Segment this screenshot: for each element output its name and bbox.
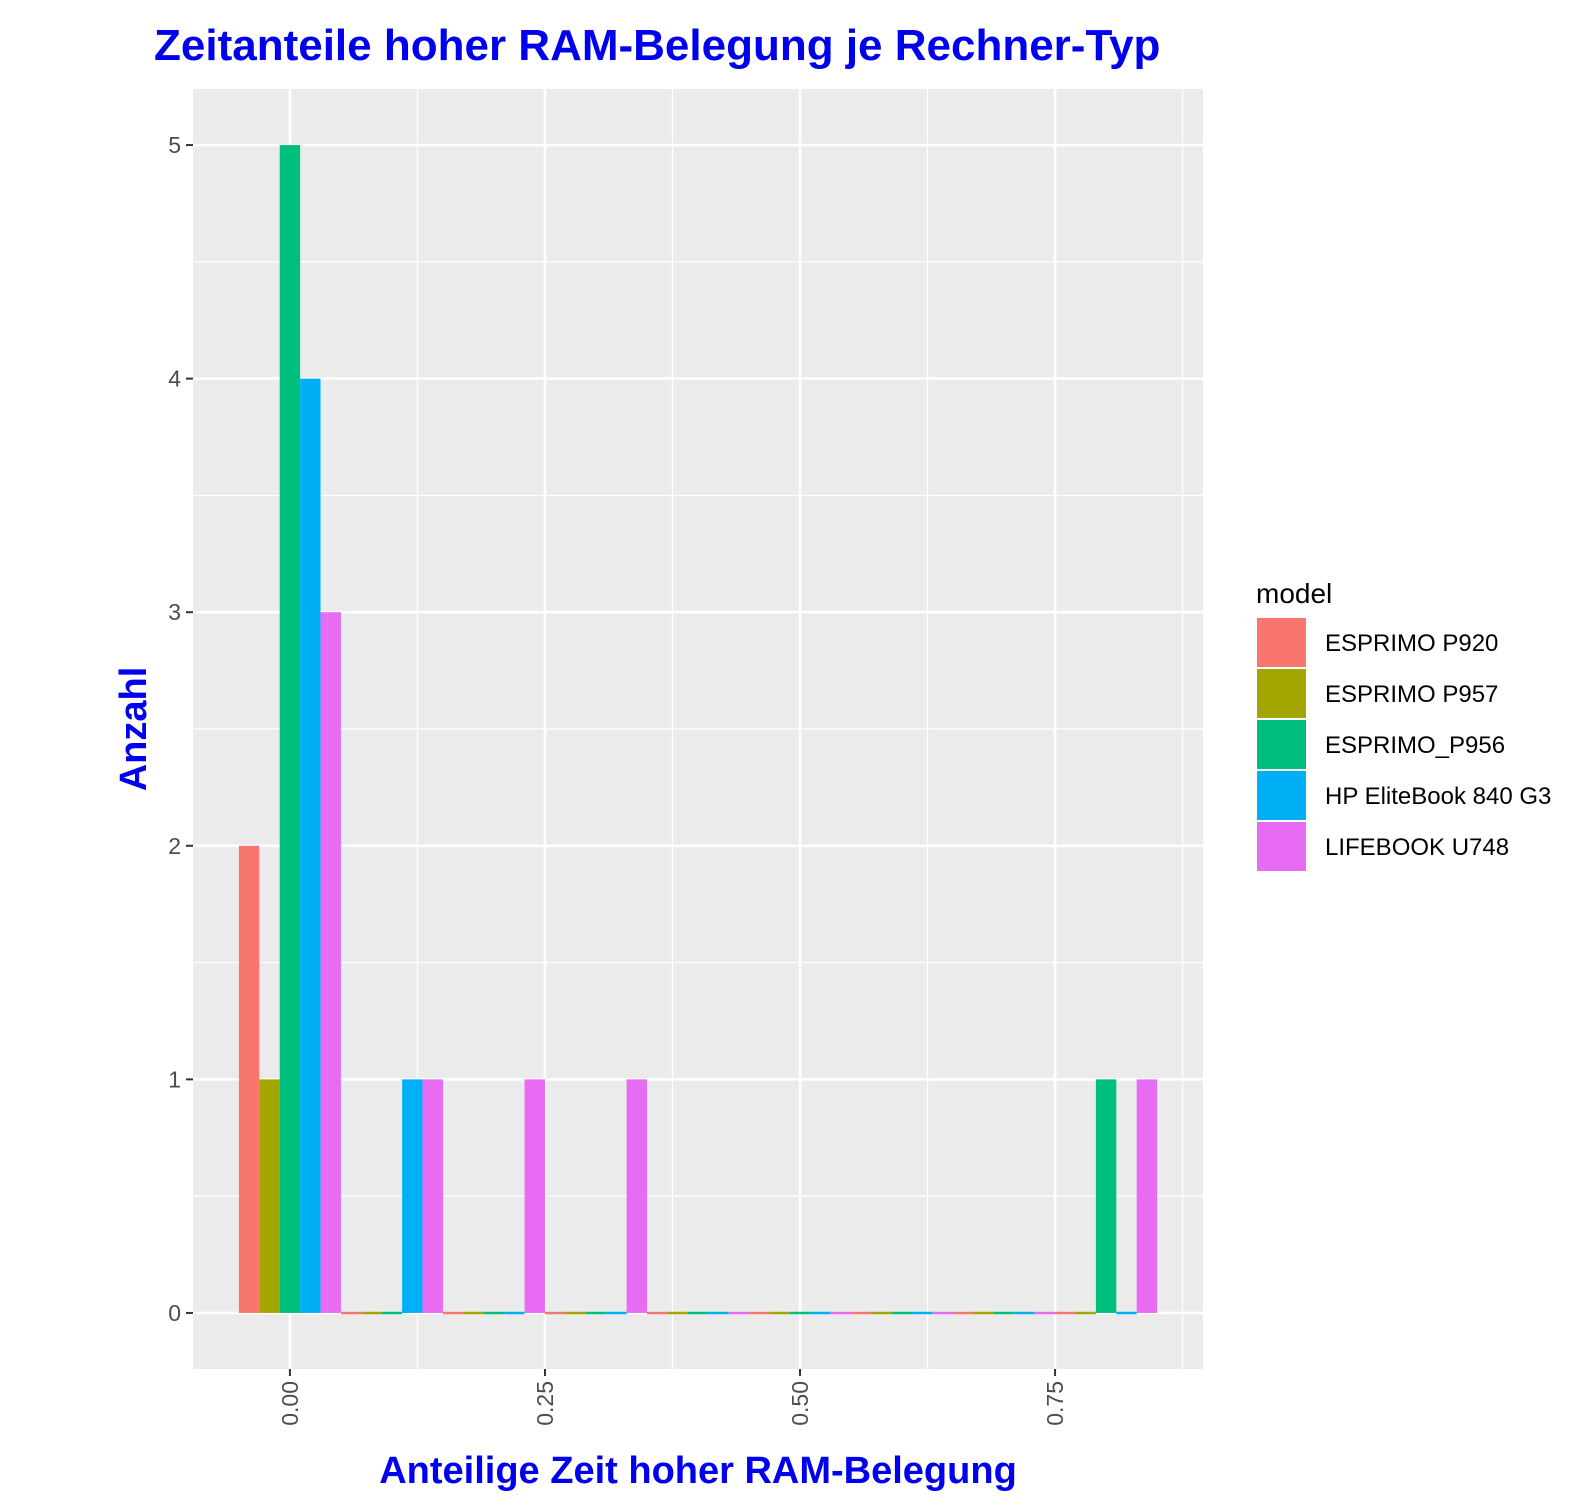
y-tick-label: 1 bbox=[168, 1066, 181, 1092]
bars bbox=[238, 145, 1158, 1315]
legend-label: HP EliteBook 840 G3 bbox=[1325, 783, 1551, 810]
legend-label: ESPRIMO P957 bbox=[1325, 681, 1498, 708]
bar bbox=[300, 378, 321, 1313]
bar bbox=[524, 1079, 545, 1313]
legend-key bbox=[1255, 820, 1308, 873]
x-axis: 0.00 0.25 0.50 0.75 bbox=[277, 1369, 1068, 1426]
x-tick-label: 0.75 bbox=[1042, 1381, 1068, 1426]
bar bbox=[1136, 1079, 1158, 1313]
legend-label: LIFEBOOK U748 bbox=[1325, 834, 1509, 861]
x-axis-title: Anteilige Zeit hoher RAM-Belegung bbox=[379, 1450, 1017, 1492]
legend-key bbox=[1255, 616, 1308, 669]
y-tick-label: 4 bbox=[168, 366, 181, 392]
y-tick-label: 2 bbox=[168, 833, 181, 859]
y-axis-title: Anzahl bbox=[113, 667, 155, 792]
bar bbox=[279, 145, 301, 1313]
legend-label: ESPRIMO P920 bbox=[1325, 630, 1498, 657]
bar bbox=[238, 845, 260, 1313]
legend-key bbox=[1255, 718, 1308, 771]
chart-title: Zeitanteile hoher RAM-Belegung je Rechne… bbox=[154, 21, 1160, 70]
bar bbox=[1095, 1079, 1117, 1313]
bar bbox=[422, 1079, 443, 1313]
bar bbox=[259, 1079, 280, 1313]
x-tick-label: 0.50 bbox=[787, 1381, 813, 1426]
bar bbox=[626, 1079, 647, 1313]
legend-key bbox=[1255, 769, 1308, 822]
legend-title: model bbox=[1256, 578, 1332, 609]
y-tick-label: 5 bbox=[168, 132, 181, 158]
legend-key bbox=[1255, 667, 1308, 720]
y-axis: 0 1 2 3 4 5 bbox=[168, 132, 193, 1326]
y-tick-label: 3 bbox=[168, 599, 181, 625]
legend-label: ESPRIMO_P956 bbox=[1325, 732, 1505, 759]
x-tick-label: 0.00 bbox=[277, 1381, 303, 1426]
bar bbox=[320, 612, 341, 1313]
bar bbox=[402, 1079, 423, 1313]
x-tick-label: 0.25 bbox=[532, 1381, 558, 1426]
y-tick-label: 0 bbox=[168, 1300, 181, 1326]
legend: model ESPRIMO P920 ESPRIMO P957 ESPRIMO_P9… bbox=[1255, 578, 1551, 873]
